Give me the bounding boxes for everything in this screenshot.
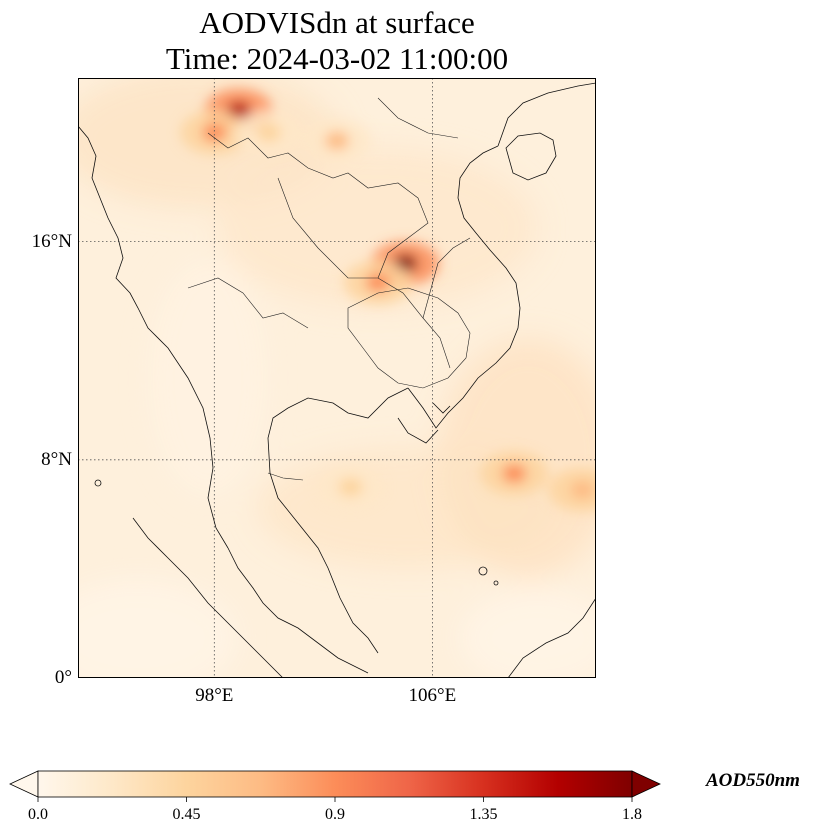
aod-hotspot [325,131,349,150]
aod-hotspot [202,123,227,142]
lat-tick-label: 16°N [31,230,72,252]
aod-hotspot [338,478,363,497]
map-title-line-2: Time: 2024-03-02 11:00:00 [165,41,509,76]
colorbar-ticks [37,797,633,802]
aod-hotspots [180,88,596,512]
aod-hotspot [502,464,527,483]
map-canvas[interactable] [78,78,596,678]
country-borders [187,97,471,481]
lon-tick-label: 106°E [408,685,457,706]
map-title-line-1: AODVISdn at surface [199,5,475,40]
colorbar-extend-low [9,770,39,798]
map-panel[interactable] [78,78,596,678]
gridlines [78,78,596,678]
colorbar [9,770,661,802]
lat-tick-label: 8°N [41,448,72,470]
lat-tick-label: 0° [54,667,72,688]
aod-haze-layer [78,78,596,678]
aod-hotspot [256,123,281,142]
colorbar-tick-label: 0.9 [325,806,345,823]
colorbar-title: AOD550nm [706,770,800,791]
colorbar-tick-label: 0.0 [28,806,48,823]
colorbar-extend-high [631,770,661,798]
lon-tick-label: 98°E [195,685,234,706]
coastlines [78,82,596,678]
map-border [78,78,596,678]
colorbar-tick-label: 0.45 [172,806,201,823]
aod-hotspot [570,480,595,499]
aod-hotspot [365,273,390,292]
colorbar-tick-label: 1.35 [469,806,498,823]
colorbar-gradient [37,770,633,798]
colorbar-tick-label: 1.8 [622,806,642,823]
